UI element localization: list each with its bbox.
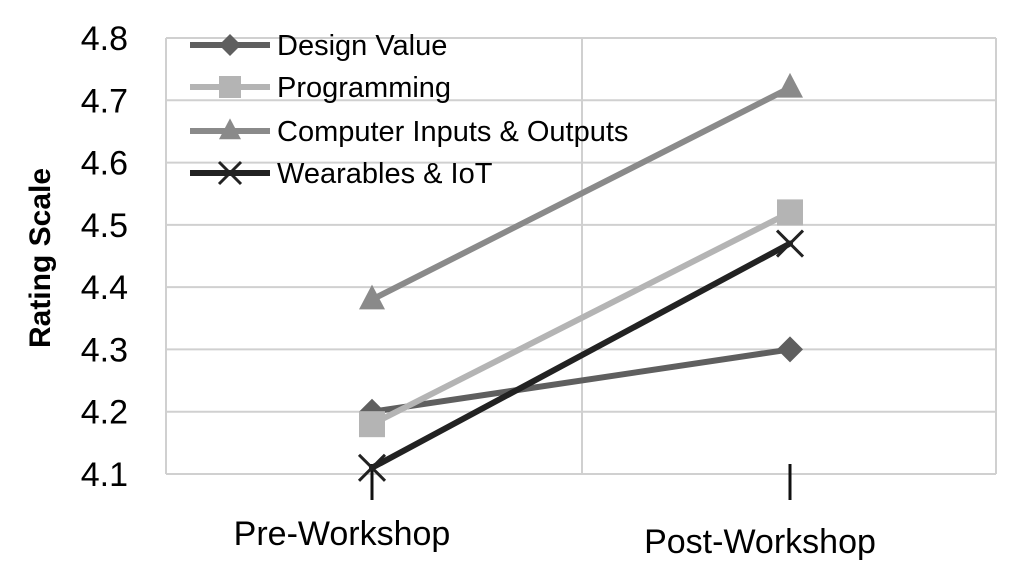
y-tick-label: 4.7 — [81, 82, 128, 120]
axis-layer: 4.1 4.2 4.3 4.4 4.5 4.6 4.7 4.8 Pre-Workshop Post… — [81, 20, 876, 561]
y-axis-title: Rating Scale — [24, 168, 57, 348]
series-line — [369, 346, 793, 415]
diamond-marker — [219, 34, 241, 56]
triangle-marker — [219, 118, 241, 140]
y-tick-label: 4.3 — [81, 331, 128, 369]
legend-item: Wearables & IoT — [190, 158, 493, 190]
legend-item: Programming — [190, 72, 451, 104]
grid-layer — [165, 37, 997, 475]
legend-item: Design Value — [190, 30, 447, 62]
series — [359, 72, 803, 310]
x-marker-stroke — [775, 229, 805, 258]
series-line — [369, 209, 793, 428]
series — [357, 229, 805, 482]
y-tick-label: 4.2 — [81, 394, 128, 432]
legend-label: Programming — [277, 72, 451, 104]
legend-label: Computer Inputs & Outputs — [277, 116, 628, 148]
series-line — [369, 240, 793, 471]
legend-item: Computer Inputs & Outputs — [190, 116, 628, 148]
x-category-label: Post-Workshop — [644, 523, 876, 561]
series-layer — [357, 72, 805, 482]
square-marker — [777, 199, 803, 226]
square-marker — [359, 411, 385, 438]
legend-label: Wearables & IoT — [277, 158, 493, 190]
series-line — [369, 84, 793, 303]
y-tick-label: 4.6 — [81, 145, 128, 183]
diamond-marker — [777, 336, 803, 363]
triangle-marker — [359, 284, 385, 310]
x-marker-stroke — [217, 160, 243, 186]
x-marker-stroke — [357, 453, 387, 482]
y-tick-label: 4.5 — [81, 207, 128, 245]
square-marker — [219, 76, 241, 98]
legend-label: Design Value — [277, 30, 447, 62]
triangle-marker — [777, 72, 803, 98]
x-category-label: Pre-Workshop — [234, 515, 451, 553]
series — [359, 199, 803, 438]
legend: Design Value Programming Computer Inputs &… — [190, 30, 628, 190]
y-tick-label: 4.8 — [81, 20, 128, 58]
y-tick-label: 4.1 — [81, 456, 128, 494]
y-tick-label: 4.4 — [81, 269, 128, 307]
